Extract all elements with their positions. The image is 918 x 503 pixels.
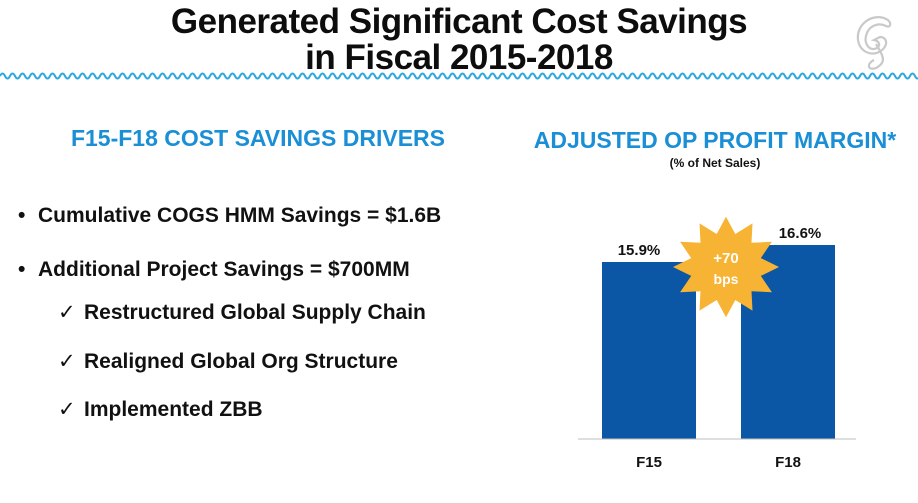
sub-bullet-zbb: ✓ Implemented ZBB xyxy=(58,397,263,422)
title-line-2: in Fiscal 2015-2018 xyxy=(305,38,613,77)
bullet-project-savings: • Additional Project Savings = $700MM xyxy=(18,258,410,282)
data-label-f15: 15.9% xyxy=(618,242,661,259)
bullet-dot: • xyxy=(18,258,26,281)
sub-bullet-org-structure: ✓ Realigned Global Org Structure xyxy=(58,349,398,374)
page-title: Generated Significant Cost Savings in Fi… xyxy=(0,4,918,76)
bullet-cogs-savings: • Cumulative COGS HMM Savings = $1.6B xyxy=(18,204,441,228)
data-label-f18: 16.6% xyxy=(779,225,822,242)
checkmark-icon: ✓ xyxy=(58,350,76,373)
g-logo-icon xyxy=(856,16,892,70)
sub-bullet-text: Realigned Global Org Structure xyxy=(84,350,398,373)
chart-title: ADJUSTED OP PROFIT MARGIN* xyxy=(533,127,897,153)
tick-label-f15: F15 xyxy=(636,454,662,471)
bullet-text: Cumulative COGS HMM Savings = $1.6B xyxy=(38,204,442,227)
annotation-value: +70 xyxy=(713,250,738,267)
title-line-1: Generated Significant Cost Savings xyxy=(170,2,748,41)
checkmark-icon: ✓ xyxy=(58,398,76,421)
annotation-unit: bps xyxy=(714,271,739,287)
sub-bullet-supply-chain: ✓ Restructured Global Supply Chain xyxy=(58,300,426,325)
header-divider-wave xyxy=(0,72,918,80)
bullet-text: Additional Project Savings = $700MM xyxy=(38,258,410,281)
starburst-annotation xyxy=(673,216,779,318)
checkmark-icon: ✓ xyxy=(58,301,76,324)
savings-drivers-heading: F15-F18 COST SAVINGS DRIVERS xyxy=(70,125,446,151)
bullet-dot: • xyxy=(18,204,26,227)
op-margin-bar-chart: 15.9% F15 16.6% F18 +70 bps xyxy=(578,216,856,471)
tick-label-f18: F18 xyxy=(775,454,801,471)
chart-subtitle: (% of Net Sales) xyxy=(669,156,761,170)
sub-bullet-text: Implemented ZBB xyxy=(84,398,263,421)
sub-bullet-text: Restructured Global Supply Chain xyxy=(84,301,426,324)
bar-f15 xyxy=(602,262,696,439)
